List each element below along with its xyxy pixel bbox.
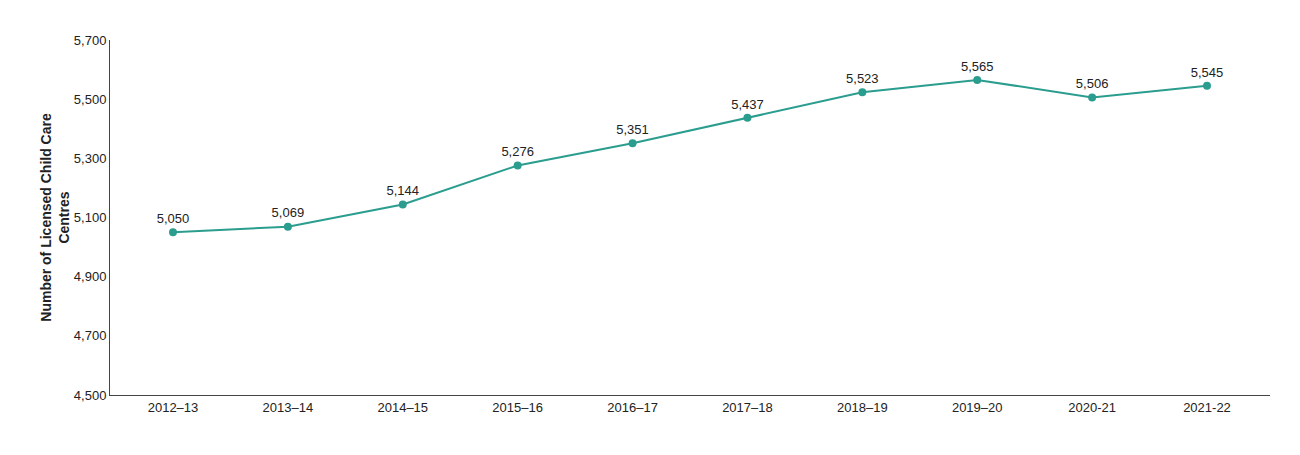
svg-text:4,500: 4,500: [74, 388, 107, 403]
svg-text:5,437: 5,437: [731, 97, 764, 112]
svg-text:2018–19: 2018–19: [837, 400, 888, 415]
svg-text:2015–16: 2015–16: [492, 400, 543, 415]
svg-text:5,276: 5,276: [501, 144, 534, 159]
svg-text:5,351: 5,351: [616, 122, 649, 137]
svg-text:5,300: 5,300: [74, 151, 107, 166]
svg-text:5,050: 5,050: [157, 211, 190, 226]
svg-text:4,700: 4,700: [74, 328, 107, 343]
svg-text:2019–20: 2019–20: [952, 400, 1003, 415]
svg-text:2012–13: 2012–13: [148, 400, 199, 415]
svg-text:5,565: 5,565: [961, 59, 994, 74]
svg-text:Number of Licensed Child CareC: Number of Licensed Child CareCentres: [38, 113, 72, 322]
svg-text:5,100: 5,100: [74, 210, 107, 225]
svg-text:5,545: 5,545: [1191, 65, 1224, 80]
svg-text:5,523: 5,523: [846, 71, 879, 86]
svg-text:2021-22: 2021-22: [1183, 400, 1231, 415]
svg-text:2013–14: 2013–14: [263, 400, 314, 415]
svg-text:4,900: 4,900: [74, 269, 107, 284]
svg-text:5,069: 5,069: [272, 205, 305, 220]
svg-text:2016–17: 2016–17: [607, 400, 658, 415]
svg-text:2014–15: 2014–15: [377, 400, 428, 415]
svg-text:5,500: 5,500: [74, 92, 107, 107]
svg-text:2017–18: 2017–18: [722, 400, 773, 415]
svg-text:2020-21: 2020-21: [1068, 400, 1116, 415]
svg-text:5,506: 5,506: [1076, 76, 1109, 91]
svg-text:5,144: 5,144: [387, 183, 420, 198]
svg-text:5,700: 5,700: [74, 33, 107, 48]
